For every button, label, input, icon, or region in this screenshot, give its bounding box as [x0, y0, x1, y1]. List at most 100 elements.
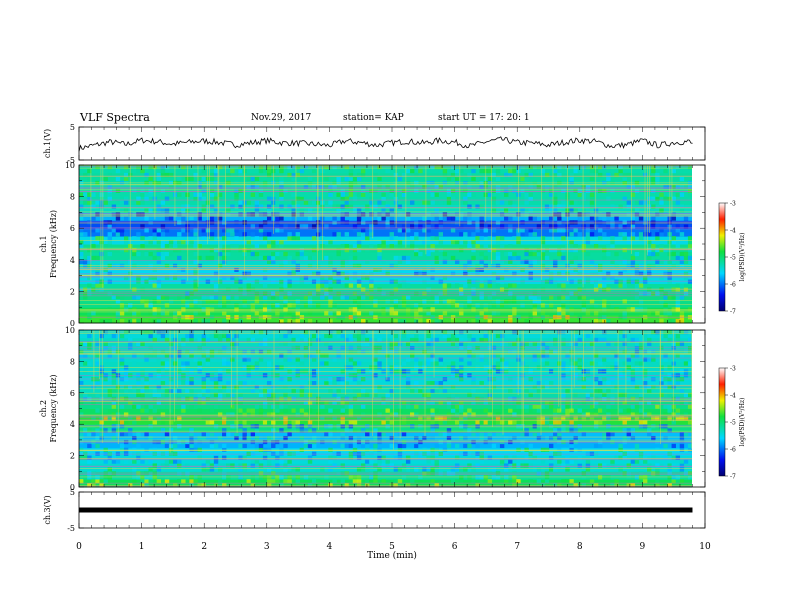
- spectrogram-cell: [177, 416, 182, 421]
- spectrogram-cell: [536, 392, 542, 398]
- spectrogram-cell: [365, 443, 370, 449]
- spectrogram-cell: [393, 319, 399, 324]
- spectrogram-cell: [397, 479, 403, 484]
- spectrogram-cell: [614, 216, 619, 221]
- spectrogram-cell: [287, 463, 292, 468]
- spectrogram-cell: [99, 435, 104, 441]
- spectrogram-cell: [405, 341, 411, 346]
- spectrogram-cell: [602, 463, 607, 468]
- spectrogram-cell: [360, 428, 366, 433]
- spectrogram-cell: [397, 443, 403, 449]
- spectrogram-cell: [638, 303, 644, 308]
- spectrogram-cell: [242, 463, 247, 468]
- spectrogram-cell: [283, 400, 288, 405]
- spectrogram-cell: [479, 259, 484, 265]
- spectrogram-cell: [217, 467, 223, 472]
- spectrogram-cell: [667, 319, 672, 324]
- spectrogram-cell: [148, 240, 153, 245]
- spectrogram-cell: [181, 204, 186, 209]
- spectrogram-cell: [262, 435, 268, 441]
- spectrogram-cell: [606, 244, 611, 249]
- spectrogram-cell: [217, 279, 223, 284]
- spectrogram-cell: [536, 408, 542, 413]
- spectrogram-cell: [201, 432, 206, 437]
- spectrogram-cell: [479, 475, 484, 480]
- spectrogram-cell: [103, 165, 108, 170]
- spectrogram-cell: [360, 443, 366, 449]
- spectrogram-cell: [659, 251, 664, 257]
- spectrogram-cell: [467, 259, 472, 265]
- spectrogram-harmonic: [79, 385, 692, 387]
- spectrogram-cell: [671, 420, 676, 425]
- spectrogram-cell: [181, 353, 186, 358]
- spectrogram-cell: [602, 475, 607, 480]
- spectrogram-cell: [193, 251, 198, 257]
- spectrogram-cell: [103, 416, 108, 421]
- spectrogram-cell: [352, 475, 358, 480]
- spectrogram-cell: [168, 388, 174, 394]
- spectrogram-cell: [426, 299, 431, 304]
- spectrogram-cell: [275, 408, 280, 413]
- spectrogram-cell: [454, 455, 460, 460]
- spectrogram-cell: [430, 483, 435, 488]
- spectrogram-cell: [119, 200, 125, 205]
- spectrogram-cell: [356, 208, 362, 213]
- spectrogram-cell: [128, 400, 133, 405]
- spectrogram-spike: [582, 165, 584, 288]
- spectrogram-cell: [561, 392, 566, 398]
- spectrogram-cell: [426, 467, 431, 472]
- spectrogram-cell: [414, 188, 419, 193]
- spectrogram-cell: [618, 467, 623, 472]
- spectrogram-cell: [189, 303, 194, 308]
- spectrogram-cell: [463, 467, 468, 472]
- spectrogram-cell: [540, 420, 546, 425]
- spectrogram-cell: [107, 455, 112, 460]
- spectrogram-cell: [222, 299, 227, 304]
- spectrogram-cell: [217, 333, 223, 339]
- spectrogram-cell: [471, 337, 476, 343]
- spectrogram-cell: [663, 404, 668, 409]
- spectrogram-cell: [606, 388, 611, 394]
- spectrogram-cell: [107, 244, 112, 249]
- spectrogram-cell: [348, 188, 354, 193]
- spectrogram-cell: [434, 192, 439, 197]
- spectrogram-cell: [430, 236, 435, 241]
- spectrogram-cell: [377, 251, 382, 257]
- spectrogram-cell: [683, 259, 689, 265]
- spectrogram-cell: [291, 192, 296, 197]
- spectrogram-cell: [303, 341, 309, 346]
- spectrogram-cell: [495, 184, 501, 189]
- spectrogram-cell: [655, 224, 660, 229]
- spectrogram-cell: [524, 404, 529, 409]
- spectrogram-cell: [156, 208, 162, 213]
- spectrogram-cell: [504, 208, 509, 213]
- spectrogram-spike: [521, 330, 523, 426]
- spectrogram-cell: [442, 216, 448, 221]
- spectrogram-cell: [446, 416, 452, 421]
- spectrogram-cell: [148, 424, 153, 429]
- spectrogram-cell: [132, 353, 137, 358]
- spectrogram-cell: [638, 200, 644, 205]
- spectrogram-cell: [463, 216, 468, 221]
- spectrogram-cell: [618, 279, 623, 284]
- spectrogram-cell: [115, 168, 121, 174]
- spectrogram-cell: [222, 303, 227, 308]
- spectrogram-cell: [373, 475, 378, 480]
- spectrogram-cell: [446, 435, 452, 441]
- spectrogram-harmonic: [79, 482, 692, 484]
- spectrogram-cell: [360, 192, 366, 197]
- spectrogram-cell: [438, 384, 444, 390]
- spectrogram-cell: [311, 353, 317, 358]
- spectrogram-cell: [144, 251, 149, 257]
- spectrogram-cell: [99, 420, 104, 425]
- spectrogram-cell: [381, 455, 386, 460]
- spectrogram-cell: [373, 463, 378, 468]
- spectrogram-cell: [160, 412, 166, 417]
- spectrogram-cell: [258, 204, 264, 209]
- spectrogram-cell: [128, 432, 133, 437]
- spectrogram-cell: [495, 283, 501, 288]
- spectrogram-cell: [205, 400, 211, 405]
- spectrogram-cell: [544, 416, 550, 421]
- spectrogram-cell: [348, 168, 354, 174]
- spectrogram-cell: [544, 475, 550, 480]
